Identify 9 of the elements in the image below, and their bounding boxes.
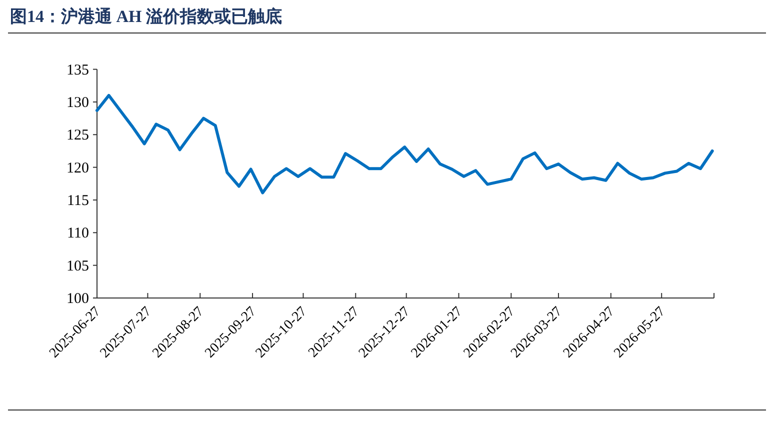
y-tick-label: 100 xyxy=(66,291,89,307)
y-tick-label: 130 xyxy=(66,94,89,111)
y-tick-label: 110 xyxy=(67,226,89,242)
y-tick-label: 135 xyxy=(66,62,89,78)
y-tick-label: 125 xyxy=(66,128,89,144)
y-tick-label: 115 xyxy=(67,192,89,209)
y-tick-label: 120 xyxy=(66,160,89,176)
title: 图14：沪港通 AH 溢价指数或已触底 xyxy=(10,7,282,26)
y-tick-label: 105 xyxy=(66,258,89,274)
